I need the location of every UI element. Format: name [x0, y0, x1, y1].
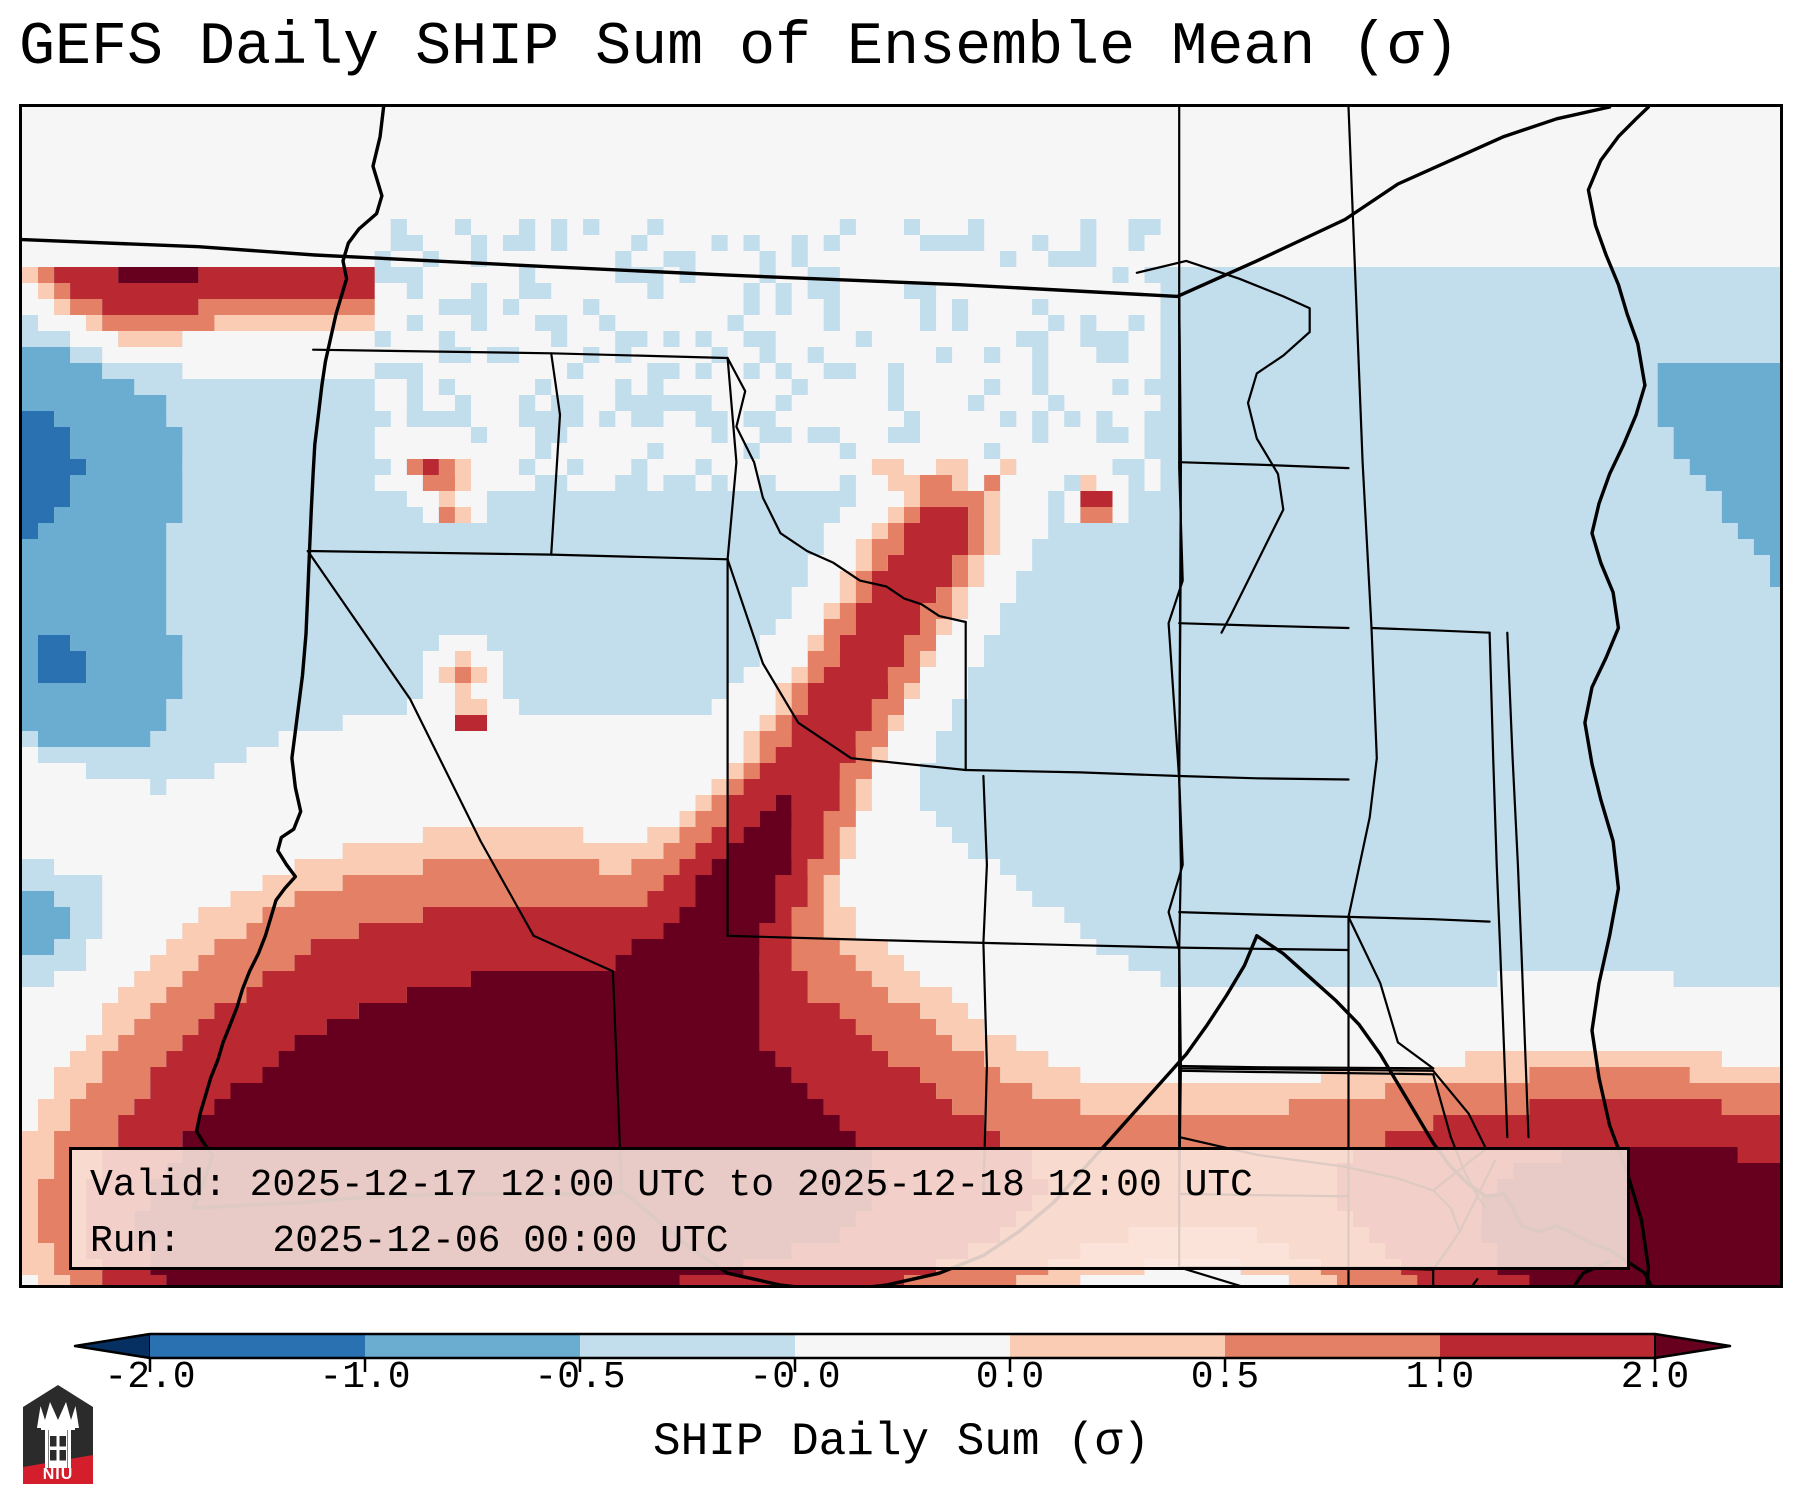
svg-text:NIU: NIU [43, 1466, 74, 1483]
